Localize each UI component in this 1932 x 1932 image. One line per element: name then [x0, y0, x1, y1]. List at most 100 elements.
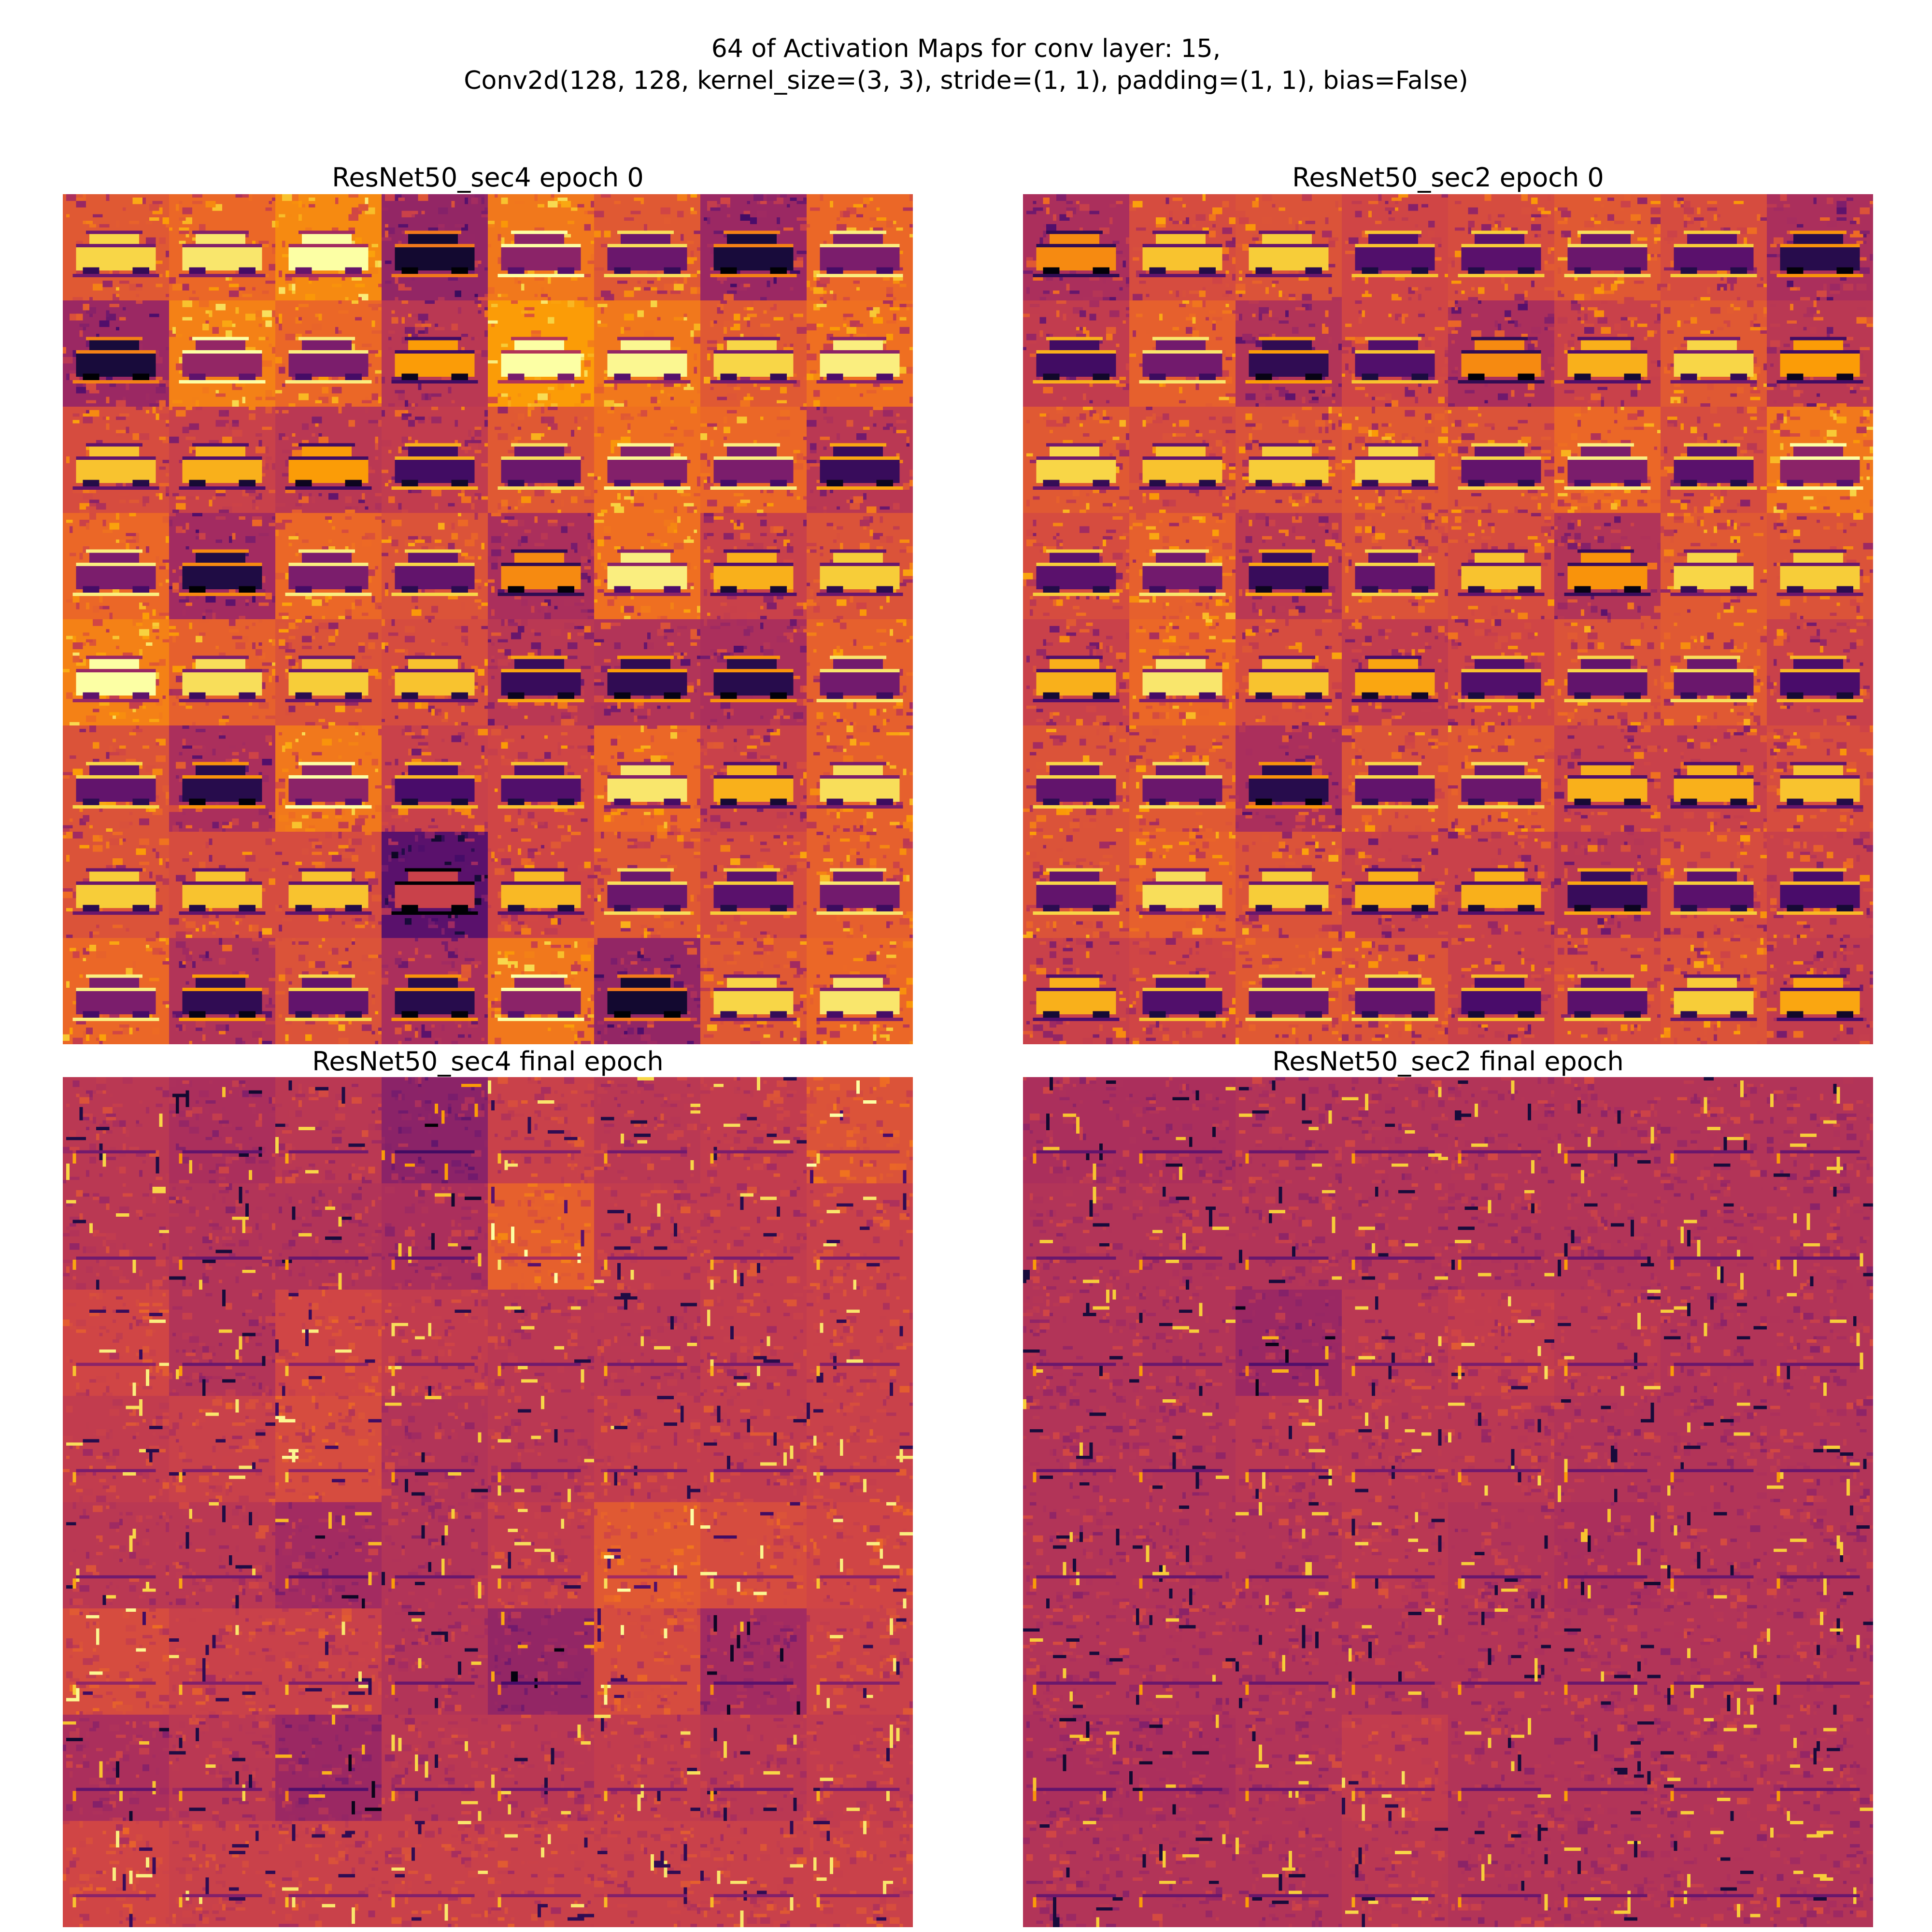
activation-map-tile	[1448, 407, 1554, 513]
activation-map-tile	[1448, 1396, 1554, 1502]
activation-map	[594, 1396, 700, 1502]
activation-map-tile	[1342, 1396, 1448, 1502]
tile-grid	[63, 1077, 913, 1927]
activation-map-tile	[700, 1821, 807, 1927]
activation-map-tile	[1554, 407, 1661, 513]
activation-map-tile	[1023, 1821, 1129, 1927]
activation-map-tile	[1342, 513, 1448, 619]
activation-map-tile	[1023, 407, 1129, 513]
activation-map-tile	[382, 407, 488, 513]
activation-map	[1448, 1077, 1554, 1183]
activation-map	[1236, 1608, 1342, 1715]
activation-map	[488, 619, 594, 725]
activation-map	[1767, 832, 1873, 938]
activation-map-tile	[1023, 619, 1129, 725]
activation-map	[1661, 1715, 1767, 1821]
activation-map	[1236, 1290, 1342, 1396]
activation-map-tile	[169, 938, 275, 1044]
activation-map-tile	[700, 1502, 807, 1608]
activation-map-tile	[594, 1715, 700, 1821]
activation-map-tile	[1129, 300, 1236, 407]
activation-map	[700, 1608, 807, 1715]
activation-map	[594, 194, 700, 300]
activation-map-tile	[169, 1396, 275, 1502]
activation-map	[1342, 513, 1448, 619]
activation-map-tile	[169, 300, 275, 407]
activation-map	[382, 407, 488, 513]
activation-map	[1023, 1396, 1129, 1502]
activation-map	[594, 1608, 700, 1715]
activation-map	[594, 1715, 700, 1821]
activation-map-tile	[1554, 1077, 1661, 1183]
activation-map	[700, 1077, 807, 1183]
activation-map	[1023, 1290, 1129, 1396]
activation-map	[488, 1183, 594, 1290]
panel-title-sec2-epoch0: ResNet50_sec2 epoch 0	[1023, 162, 1873, 193]
activation-map	[275, 832, 382, 938]
activation-map-tile	[169, 832, 275, 938]
activation-map-tile	[1023, 1715, 1129, 1821]
activation-map-tile	[1129, 619, 1236, 725]
activation-map	[1129, 832, 1236, 938]
activation-map	[807, 513, 913, 619]
activation-map	[700, 938, 807, 1044]
activation-map-tile	[1661, 1608, 1767, 1715]
activation-map	[594, 1821, 700, 1927]
activation-map	[1767, 194, 1873, 300]
activation-map-tile	[63, 1715, 169, 1821]
activation-map	[1661, 1183, 1767, 1290]
activation-map	[1448, 1715, 1554, 1821]
activation-map-tile	[1129, 725, 1236, 832]
activation-map-tile	[1129, 407, 1236, 513]
activation-map-tile	[1448, 1715, 1554, 1821]
activation-map	[1767, 1608, 1873, 1715]
activation-map	[1661, 938, 1767, 1044]
activation-map	[63, 1290, 169, 1396]
activation-map-tile	[1342, 300, 1448, 407]
activation-map	[488, 1502, 594, 1608]
activation-map-tile	[1767, 1715, 1873, 1821]
activation-map	[807, 1715, 913, 1821]
activation-map	[382, 619, 488, 725]
activation-map-tile	[1023, 1608, 1129, 1715]
activation-map-tile	[488, 1715, 594, 1821]
activation-map-tile	[700, 1608, 807, 1715]
activation-map	[1023, 1077, 1129, 1183]
activation-map-tile	[488, 407, 594, 513]
activation-map-tile	[807, 1821, 913, 1927]
activation-map-tile	[488, 1183, 594, 1290]
activation-map-tile	[488, 725, 594, 832]
activation-map-tile	[1023, 1396, 1129, 1502]
activation-map-tile	[382, 1183, 488, 1290]
activation-map-tile	[169, 1290, 275, 1396]
activation-map-tile	[700, 938, 807, 1044]
activation-map	[488, 194, 594, 300]
activation-map-tile	[1236, 1077, 1342, 1183]
panel-title-sec4-epoch0: ResNet50_sec4 epoch 0	[63, 162, 913, 193]
activation-map-tile	[1554, 513, 1661, 619]
activation-map-tile	[488, 1290, 594, 1396]
activation-map	[488, 1715, 594, 1821]
activation-map-tile	[382, 1608, 488, 1715]
activation-map-tile	[1661, 513, 1767, 619]
activation-map	[700, 407, 807, 513]
activation-map	[1236, 194, 1342, 300]
figure-title-line-1: 64 of Activation Maps for conv layer: 15…	[0, 33, 1932, 65]
activation-map-tile	[1661, 619, 1767, 725]
activation-map-tile	[63, 300, 169, 407]
tile-grid	[63, 194, 913, 1044]
activation-map-tile	[275, 1290, 382, 1396]
activation-map-tile	[700, 1715, 807, 1821]
activation-map-tile	[1554, 1290, 1661, 1396]
activation-map	[169, 1502, 275, 1608]
activation-map-tile	[594, 300, 700, 407]
activation-map	[1236, 300, 1342, 407]
activation-map	[700, 1821, 807, 1927]
activation-map	[275, 407, 382, 513]
activation-map	[1129, 513, 1236, 619]
activation-map	[1342, 1396, 1448, 1502]
activation-map	[275, 300, 382, 407]
activation-map-tile	[1448, 725, 1554, 832]
activation-map-tile	[1023, 300, 1129, 407]
activation-map-tile	[275, 1396, 382, 1502]
